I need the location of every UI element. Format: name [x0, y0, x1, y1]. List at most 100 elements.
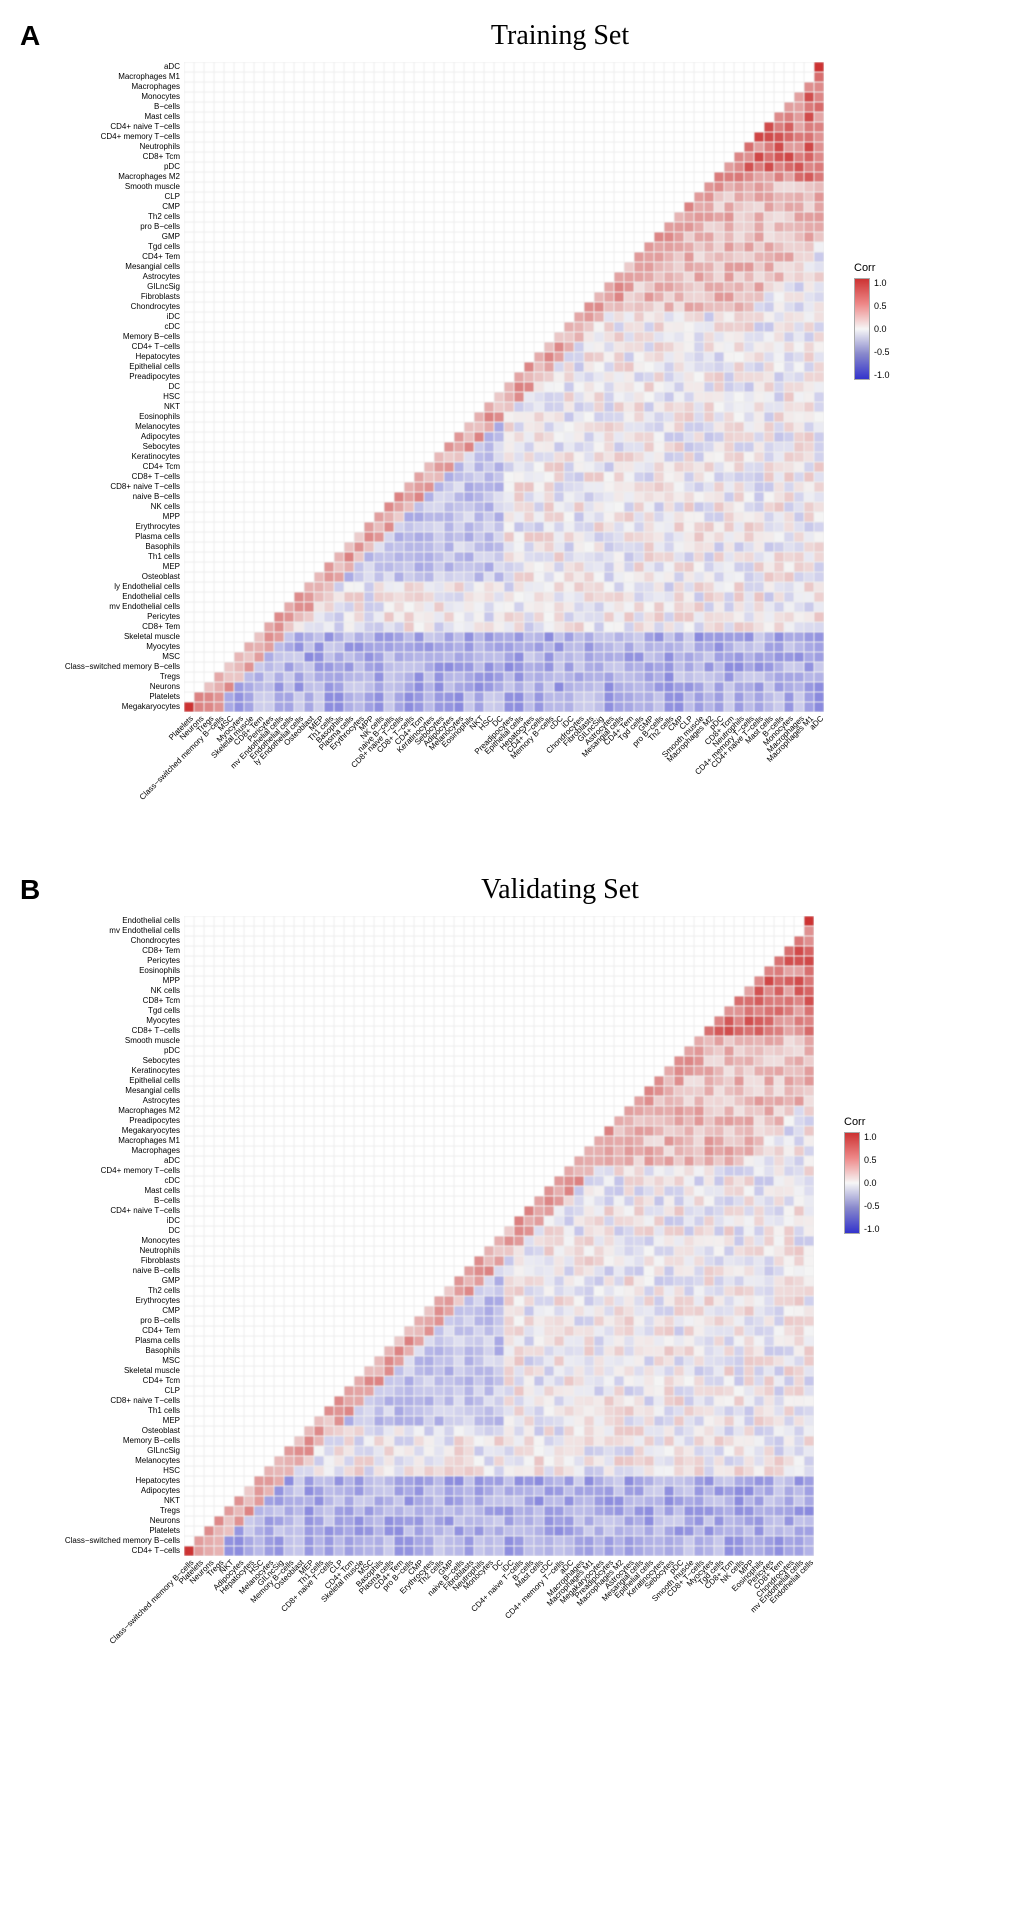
y-axis-label: pDC: [164, 1046, 180, 1056]
legend-colorbar: [854, 278, 870, 380]
panel-b: B Validating Set Endothelial cellsmv End…: [20, 874, 1000, 1678]
y-axis-label: Macrophages M1: [118, 1136, 180, 1146]
panel-a: A Training Set aDCMacrophages M1Macropha…: [20, 20, 1000, 834]
legend-title: Corr: [854, 262, 890, 274]
y-axis-label: NK cells: [151, 986, 180, 996]
y-axis-label: Keratinocytes: [132, 452, 180, 462]
y-axis-label: pro B−cells: [140, 1316, 180, 1326]
y-axis-label: GILncSig: [147, 1446, 180, 1456]
y-axis-label: Neutrophils: [140, 1246, 180, 1256]
panel-a-title: Training Set: [120, 20, 1000, 52]
y-axis-label: Chondrocytes: [131, 936, 180, 946]
legend-tick: -1.0: [864, 1224, 880, 1234]
y-axis-label: CD4+ T−cells: [132, 342, 180, 352]
legend-colorbar: [844, 1132, 860, 1234]
legend-ticks: 1.00.50.0-0.5-1.0: [864, 1132, 880, 1234]
y-axis-label: Sebocytes: [143, 1056, 180, 1066]
y-axis-label: Neutrophils: [140, 142, 180, 152]
y-axis-label: cDC: [164, 1176, 180, 1186]
y-axis-label: GILncSig: [147, 282, 180, 292]
y-axis-label: MPP: [163, 512, 180, 522]
y-axis-label: Plasma cells: [135, 1336, 180, 1346]
y-axis-label: NKT: [164, 1496, 180, 1506]
y-axis-label: Platelets: [149, 692, 180, 702]
y-axis-label: Monocytes: [141, 1236, 180, 1246]
legend-tick: -0.5: [864, 1201, 880, 1211]
y-axis-label: Mast cells: [144, 1186, 180, 1196]
y-axis-label: Chondrocytes: [131, 302, 180, 312]
x-axis-label: Class−switched memory B−cells: [108, 1558, 196, 1646]
y-axis-label: Plasma cells: [135, 532, 180, 542]
y-axis-label: Adipocytes: [141, 1486, 180, 1496]
y-axis-label: Pericytes: [147, 956, 180, 966]
y-axis-label: Astrocytes: [143, 1096, 180, 1106]
legend-tick: -1.0: [874, 370, 890, 380]
y-axis-label: CMP: [162, 202, 180, 212]
y-axis-label: Class−switched memory B−cells: [65, 1536, 180, 1546]
y-axis-label: B−cells: [154, 1196, 180, 1206]
y-axis-label: CD4+ Tem: [142, 252, 180, 262]
y-axis-label: MEP: [163, 1416, 180, 1426]
y-axis-label: naive B−cells: [133, 1266, 180, 1276]
y-axis-label: Macrophages M2: [118, 172, 180, 182]
y-axis-label: CD8+ Tem: [142, 622, 180, 632]
y-axis-label: CD8+ Tcm: [143, 996, 180, 1006]
y-axis-label: Macrophages: [132, 82, 180, 92]
y-axis-label: Eosinophils: [139, 412, 180, 422]
y-axis-label: CLP: [164, 192, 180, 202]
panel-a-y-labels: aDCMacrophages M1MacrophagesMonocytesB−c…: [20, 62, 184, 712]
y-axis-label: Memory B−cells: [123, 1436, 180, 1446]
panel-b-heatmap: [184, 916, 814, 1556]
legend-tick: 0.0: [864, 1178, 880, 1188]
y-axis-label: NK cells: [151, 502, 180, 512]
y-axis-label: CD8+ Tcm: [143, 152, 180, 162]
y-axis-label: cDC: [164, 322, 180, 332]
y-axis-label: CLP: [164, 1386, 180, 1396]
y-axis-label: GMP: [162, 1276, 180, 1286]
panel-b-title: Validating Set: [120, 874, 1000, 906]
y-axis-label: Tgd cells: [148, 242, 180, 252]
y-axis-label: Hepatocytes: [136, 352, 180, 362]
figure: A Training Set aDCMacrophages M1Macropha…: [20, 20, 1000, 1678]
y-axis-label: Th1 cells: [148, 1406, 180, 1416]
panel-a-legend: Corr 1.00.50.0-0.5-1.0: [854, 262, 890, 380]
y-axis-label: GMP: [162, 232, 180, 242]
y-axis-label: Melanocytes: [135, 1456, 180, 1466]
y-axis-label: CD8+ T−cells: [132, 1026, 180, 1036]
legend-tick: 0.5: [864, 1155, 880, 1165]
panel-a-chart: aDCMacrophages M1MacrophagesMonocytesB−c…: [20, 62, 1000, 834]
y-axis-label: Memory B−cells: [123, 332, 180, 342]
y-axis-label: CD4+ memory T−cells: [101, 132, 180, 142]
panel-a-x-labels: PlateletsNeuronsTregsClass−switched memo…: [184, 714, 824, 834]
y-axis-label: CD4+ T−cells: [132, 1546, 180, 1556]
y-axis-label: Basophils: [145, 542, 180, 552]
y-axis-label: Megakaryocytes: [122, 702, 180, 712]
y-axis-label: CMP: [162, 1306, 180, 1316]
panel-b-label: B: [20, 874, 40, 906]
y-axis-label: mv Endothelial cells: [109, 926, 180, 936]
y-axis-label: Neurons: [150, 1516, 180, 1526]
y-axis-label: CD8+ T−cells: [132, 472, 180, 482]
y-axis-label: Hepatocytes: [136, 1476, 180, 1486]
y-axis-label: Tgd cells: [148, 1006, 180, 1016]
y-axis-label: CD4+ naive T−cells: [110, 1206, 180, 1216]
y-axis-label: Eosinophils: [139, 966, 180, 976]
y-axis-label: Epithelial cells: [129, 1076, 180, 1086]
y-axis-label: aDC: [164, 62, 180, 72]
y-axis-label: Basophils: [145, 1346, 180, 1356]
y-axis-label: DC: [168, 382, 180, 392]
legend-title: Corr: [844, 1116, 880, 1128]
y-axis-label: MSC: [162, 1356, 180, 1366]
legend-ticks: 1.00.50.0-0.5-1.0: [874, 278, 890, 380]
y-axis-label: MSC: [162, 652, 180, 662]
y-axis-label: Th2 cells: [148, 1286, 180, 1296]
y-axis-label: Melanocytes: [135, 422, 180, 432]
y-axis-label: Fibroblasts: [141, 1256, 180, 1266]
y-axis-label: Preadipocytes: [129, 1116, 180, 1126]
y-axis-label: CD8+ naive T−cells: [110, 482, 180, 492]
y-axis-label: CD4+ Tcm: [143, 462, 180, 472]
y-axis-label: Platelets: [149, 1526, 180, 1536]
panel-a-heatmap: [184, 62, 824, 712]
y-axis-label: Mesangial cells: [125, 262, 180, 272]
y-axis-label: Tregs: [160, 672, 180, 682]
